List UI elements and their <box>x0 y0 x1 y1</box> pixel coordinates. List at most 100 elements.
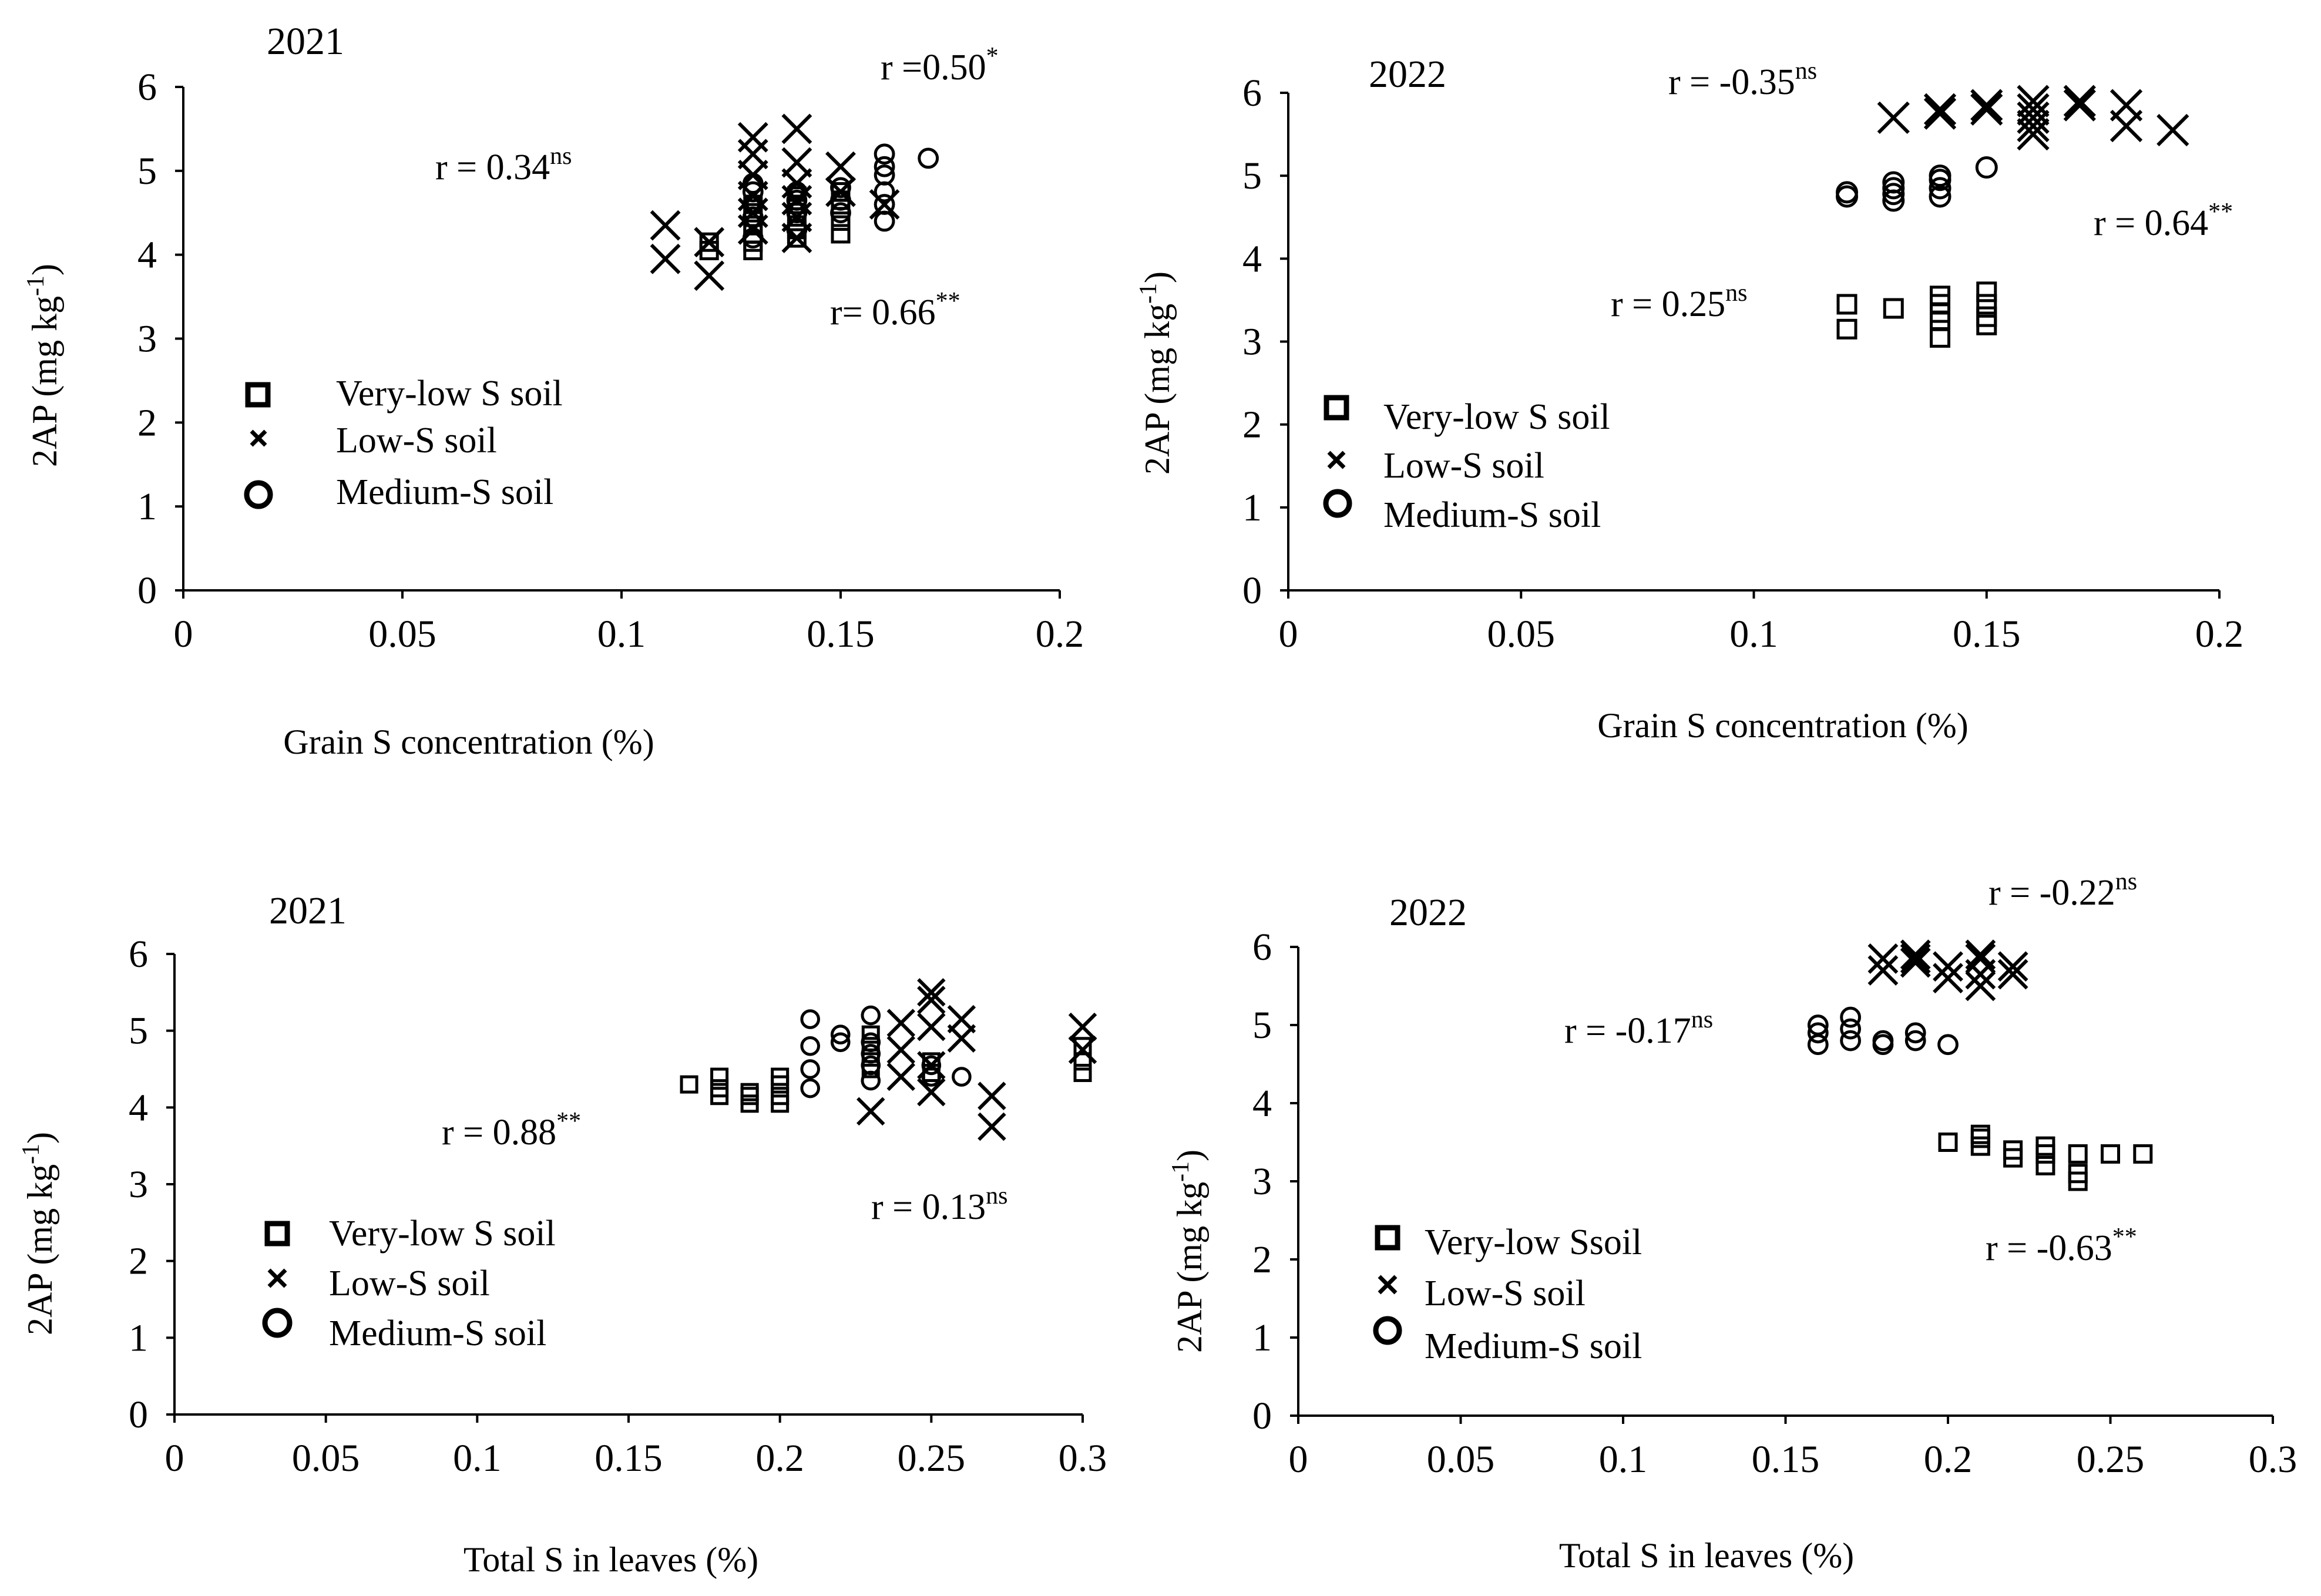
square-point <box>2101 1144 2120 1164</box>
legend-label: Very-low S soil <box>336 374 563 414</box>
circle-point <box>1836 181 1858 204</box>
x-point <box>1965 943 1996 974</box>
y-tick-label: 5 <box>1242 154 1262 197</box>
data-points <box>650 113 939 291</box>
panel-title: 2021 <box>267 20 344 63</box>
square-point <box>2003 1140 2023 1160</box>
y-tick-label: 0 <box>1252 1395 1272 1437</box>
square-point <box>1073 1064 1092 1083</box>
square-point <box>740 1083 759 1101</box>
x-point <box>917 1012 946 1041</box>
circle-point <box>1929 177 1951 200</box>
x-point <box>1997 951 2028 982</box>
y-tick-label: 6 <box>137 66 157 109</box>
r-annotation: r = 0.25ns <box>1611 280 1747 324</box>
y-tick-label: 5 <box>137 150 157 193</box>
square-point <box>1976 281 1997 303</box>
circle-point <box>1882 177 1905 200</box>
legend-x-marker <box>1378 1275 1398 1295</box>
data-points <box>680 978 1097 1141</box>
legend-label: Medium-S soil <box>1425 1326 1642 1366</box>
x-point <box>2017 93 2050 126</box>
square-point <box>2068 1164 2088 1184</box>
r-annotation: r = -0.22ns <box>1989 868 2137 913</box>
y-tick-label: 6 <box>1242 72 1262 115</box>
x-point <box>2157 113 2189 147</box>
y-tick-label: 6 <box>129 933 148 976</box>
legend-label: Low-S soil <box>329 1264 490 1303</box>
circle-point <box>1807 1022 1829 1044</box>
legend-label: Very-low S soil <box>1383 397 1610 437</box>
legend-label: Low-S soil <box>1383 446 1544 486</box>
y-tick-label: 3 <box>129 1163 148 1206</box>
x-point <box>1867 943 1899 974</box>
y-tick-label: 0 <box>129 1393 148 1436</box>
circle-point <box>874 164 895 186</box>
circle-point <box>800 1059 820 1079</box>
x-axis-title: Total S in leaves (%) <box>1559 1536 1854 1575</box>
x-tick-label: 0.05 <box>292 1437 360 1480</box>
circle-point <box>1872 1030 1894 1051</box>
circle-point <box>800 1078 820 1098</box>
y-tick-label: 1 <box>137 485 157 528</box>
square-point <box>1930 285 1950 307</box>
circle-point <box>742 227 764 249</box>
x-point <box>2063 85 2096 117</box>
panel-2022-leaves: 2022 0 1 2 3 4 5 6 0 0.05 0.1 0.15 0.2 0.25 0.3 Total… <box>1167 868 2297 1575</box>
legend: Very-low Ssoil Low-S soil Medium-S soil <box>1373 1222 1642 1366</box>
y-tick-label: 3 <box>137 318 157 361</box>
x-axis-title: Grain S concentration (%) <box>283 723 654 761</box>
legend-circle-marker <box>244 480 273 509</box>
circle-point <box>921 1055 942 1076</box>
x-point <box>2110 89 2143 122</box>
square-point <box>861 1025 880 1044</box>
x-point <box>1900 943 1931 974</box>
x-point <box>1970 89 2003 122</box>
circle-point <box>1929 164 1951 187</box>
panel-2021-leaves: 2021 0 1 2 3 4 5 6 0 0.05 0.1 0.15 0.2 0.25 0.3 Total… <box>18 889 1107 1579</box>
x-point <box>1970 93 2003 126</box>
x-point <box>2017 117 2050 151</box>
y-tick-label: 2 <box>129 1240 148 1283</box>
circle-point <box>830 1024 851 1044</box>
x-point <box>917 1077 946 1107</box>
circle-point <box>1840 1018 1862 1040</box>
x-point <box>2063 89 2096 122</box>
y-tick-label: 5 <box>1252 1004 1272 1047</box>
y-tick-label: 4 <box>1252 1082 1272 1125</box>
square-point <box>1970 1124 1990 1144</box>
axes: 0 1 2 3 4 5 6 0 0.05 0.1 0.15 0.2 0.25 0.3 <box>1252 926 2297 1481</box>
x-point <box>978 1112 1006 1141</box>
x-point <box>1997 959 2028 990</box>
square-point <box>1976 306 1997 327</box>
legend-square-marker <box>264 1221 290 1246</box>
x-tick-label: 0.25 <box>898 1437 966 1480</box>
x-tick-label: 0 <box>174 613 193 656</box>
x-point <box>694 260 725 291</box>
circle-point <box>874 194 895 215</box>
square-point <box>710 1079 729 1098</box>
square-point <box>1836 294 1858 315</box>
legend: Very-low S soil Low-S soil Medium-S soil <box>262 1214 556 1353</box>
x-point <box>1965 939 1996 970</box>
circle-point <box>1882 171 1905 194</box>
circle-point <box>1905 1022 1926 1044</box>
legend-circle-marker <box>262 1308 293 1338</box>
y-tick-label: 2 <box>1252 1238 1272 1281</box>
circle-point <box>861 1005 881 1026</box>
circle-point <box>830 1032 851 1053</box>
legend-square-marker <box>1375 1225 1400 1251</box>
x-point <box>650 243 681 274</box>
y-tick-label: 1 <box>129 1316 148 1359</box>
x-tick-label: 0.2 <box>2195 613 2244 656</box>
y-tick-label: 4 <box>137 234 157 277</box>
legend-circle-marker <box>1323 489 1352 518</box>
circle-point <box>861 1055 881 1076</box>
x-tick-label: 0.05 <box>1487 613 1556 656</box>
panel-title: 2021 <box>269 889 347 932</box>
x-point <box>1900 939 1931 970</box>
x-point <box>1965 970 1996 1002</box>
legend-label: Medium-S soil <box>336 472 553 512</box>
circle-point <box>1807 1014 1829 1036</box>
x-point <box>737 122 768 153</box>
